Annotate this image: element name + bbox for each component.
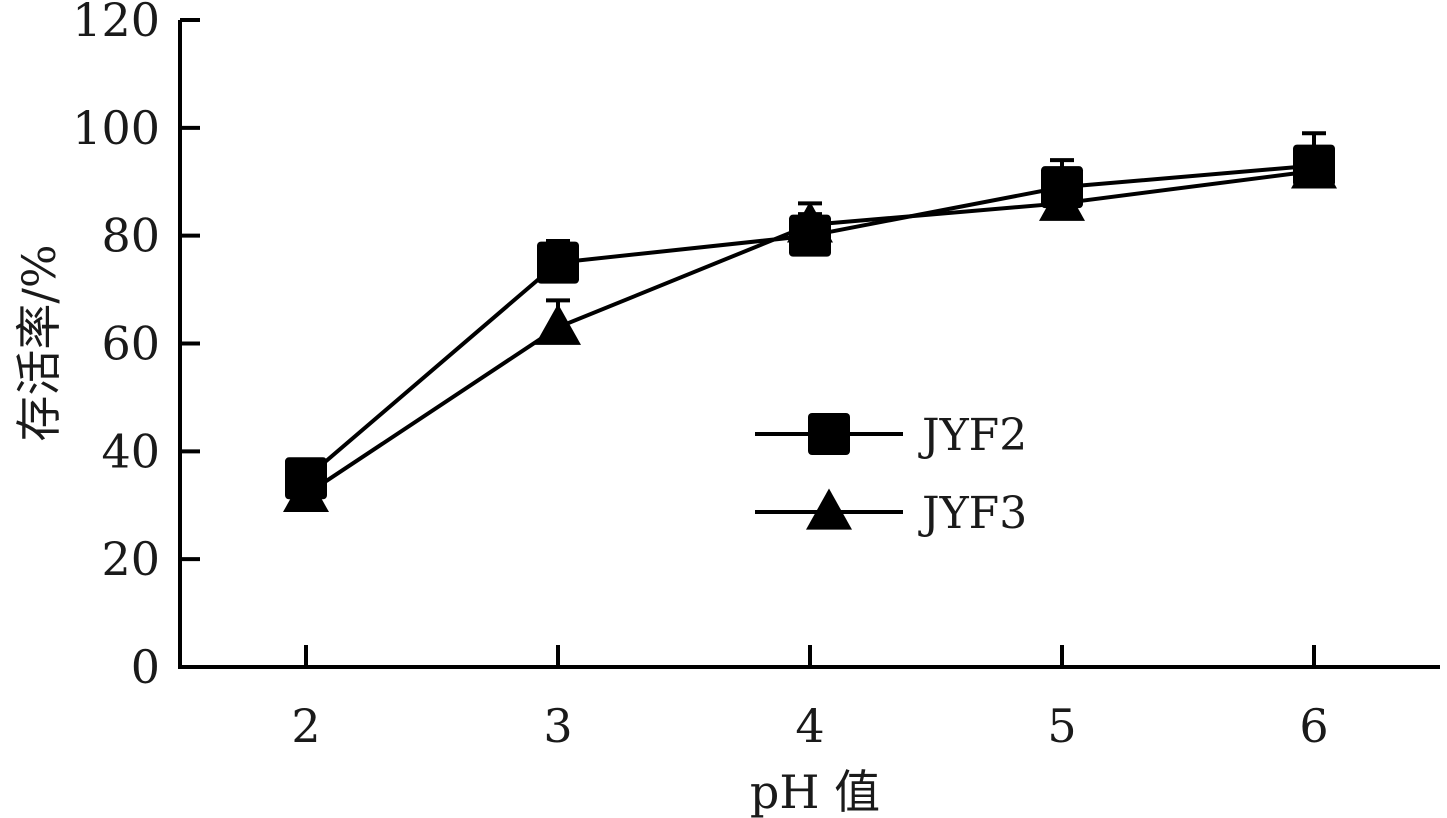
y-ticks: 0 20 40 60 80 100 120 [72, 0, 200, 694]
x-axis-title: pH 值 [750, 765, 880, 818]
series-jyf2 [285, 131, 1335, 500]
x-tick-label: 5 [1047, 699, 1076, 753]
y-tick-label: 80 [101, 209, 160, 263]
x-tick-label: 2 [291, 699, 320, 753]
data-point-square [1293, 144, 1335, 187]
legend-item-jyf2: JYF2 [755, 410, 1027, 461]
legend-label: JYF2 [918, 410, 1027, 461]
data-point-triangle [806, 488, 852, 530]
legend-item-jyf3: JYF3 [755, 488, 1027, 539]
y-tick-label: 0 [131, 640, 160, 694]
y-tick-label: 20 [101, 532, 160, 586]
series-jyf3 [283, 147, 1337, 513]
y-tick-label: 40 [101, 424, 160, 478]
y-tick-label: 120 [72, 0, 160, 47]
data-point-square [808, 413, 850, 455]
x-tick-label: 6 [1299, 699, 1328, 753]
y-tick-label: 100 [72, 101, 160, 155]
data-point-square [285, 457, 327, 500]
data-point-square [1041, 166, 1083, 209]
y-tick-label: 60 [101, 317, 160, 371]
legend-label: JYF3 [918, 488, 1027, 539]
x-ticks: 2 3 4 5 6 [291, 645, 1329, 753]
x-tick-label: 4 [795, 699, 824, 753]
data-point-triangle [535, 303, 581, 345]
legend: JYF2 JYF3 [755, 410, 1027, 539]
data-point-square [537, 241, 579, 284]
x-tick-label: 3 [543, 699, 572, 753]
plot-area [283, 131, 1337, 513]
y-axis-title: 存活率/% [12, 244, 66, 441]
data-point-square [789, 214, 831, 257]
axes: 0 20 40 60 80 100 120 2 3 4 5 6 [72, 0, 1440, 753]
